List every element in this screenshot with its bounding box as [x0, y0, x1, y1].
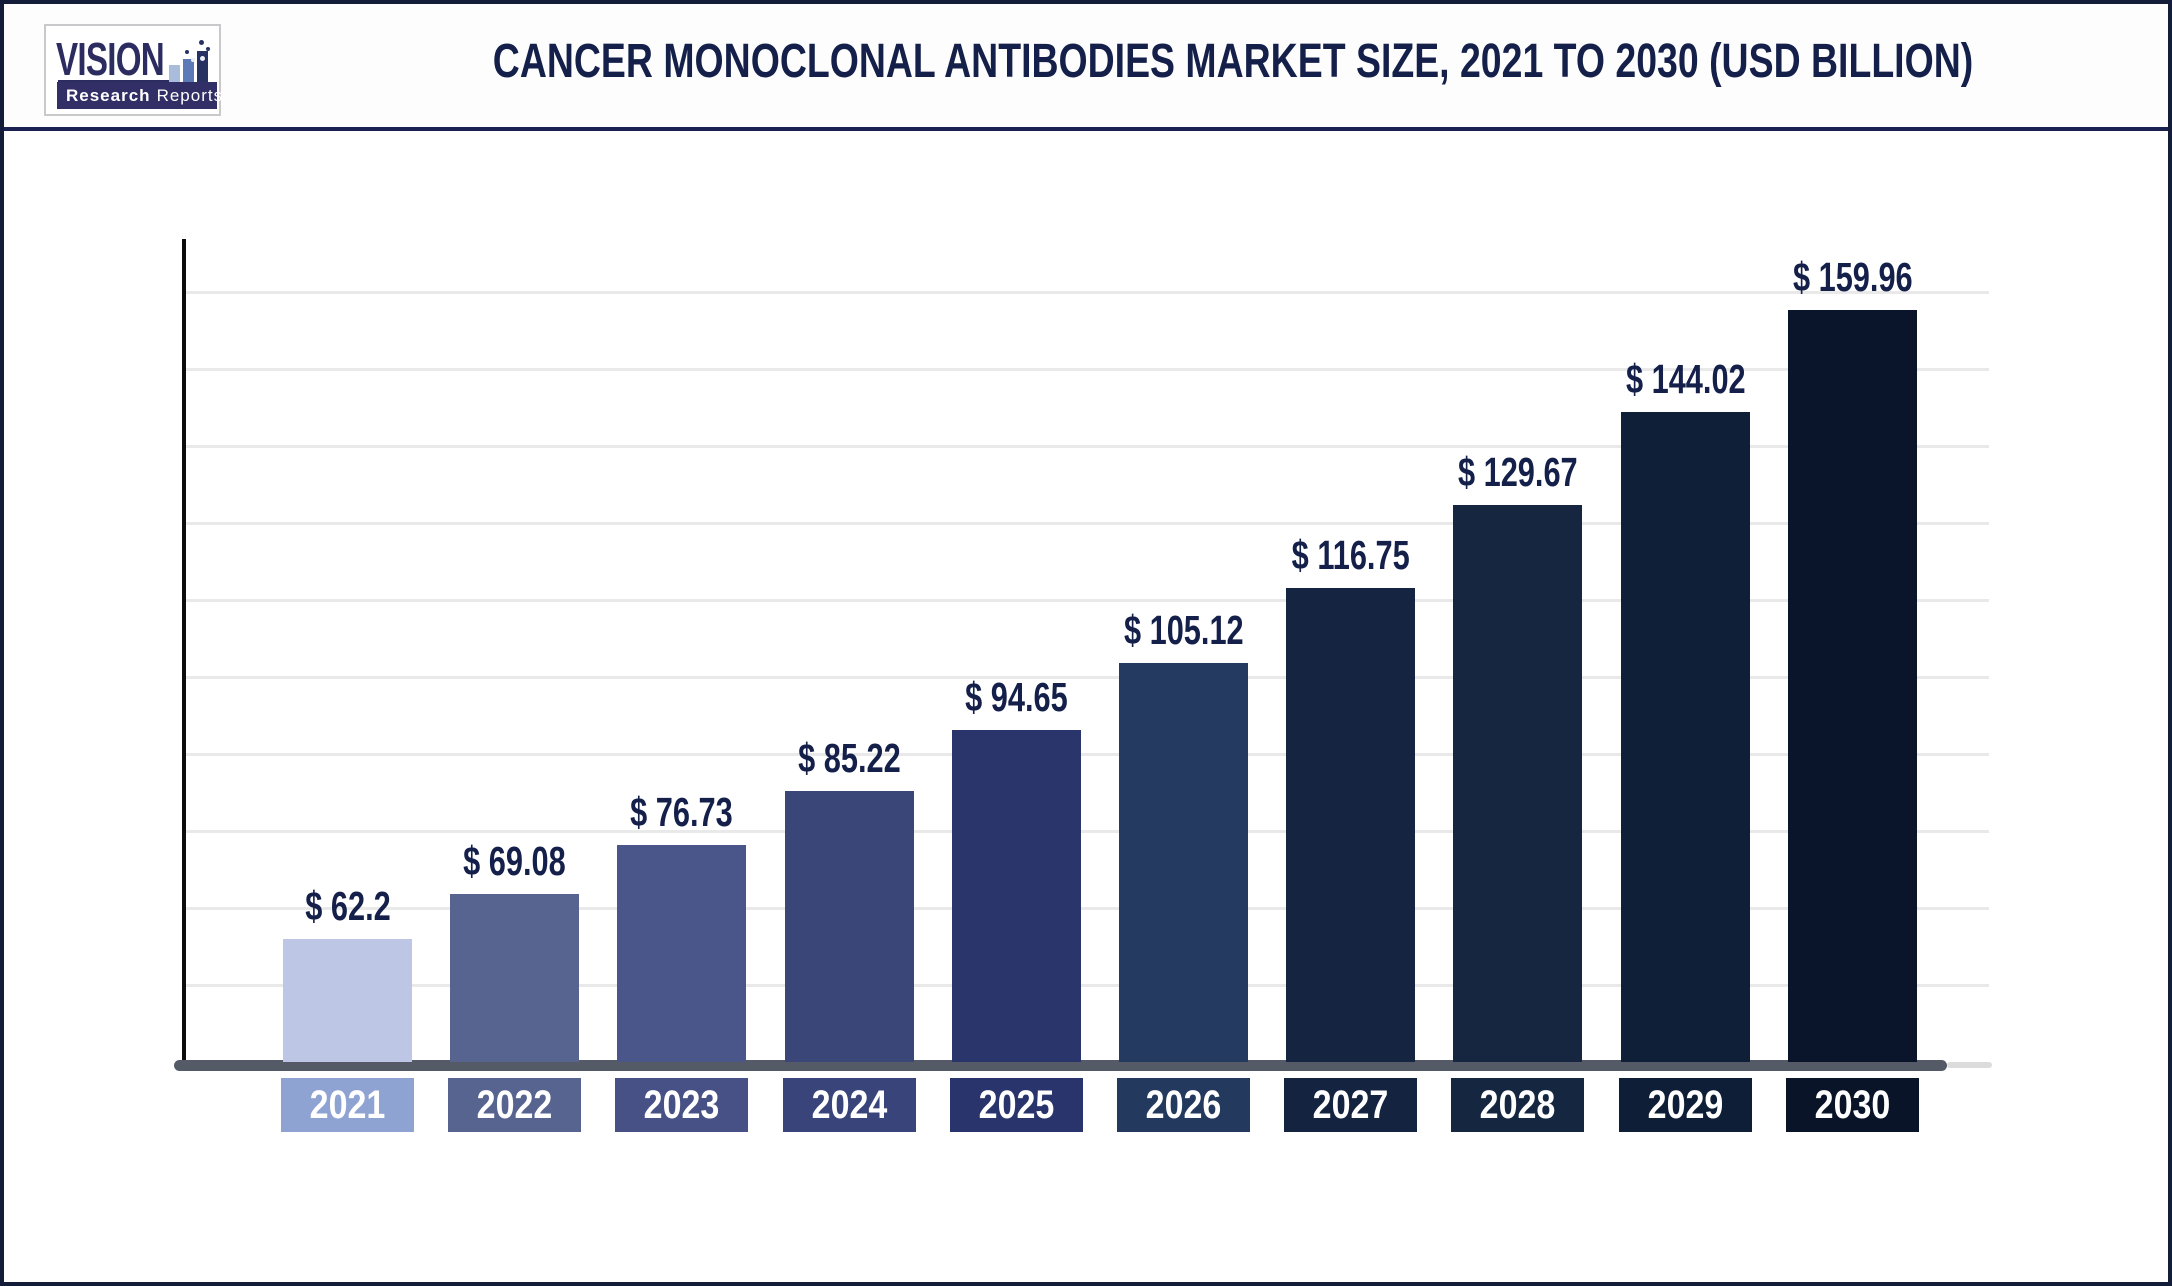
logo-subtitle-bold: Research — [66, 85, 151, 105]
bar-value-label-2026: $ 105.12 — [1123, 607, 1244, 653]
bar-2027 — [1286, 588, 1415, 1062]
x-tick-2021: 2021 — [281, 1078, 414, 1132]
x-tick-2028: 2028 — [1451, 1078, 1584, 1132]
x-tick-2022: 2022 — [448, 1078, 581, 1132]
x-tick-2026: 2026 — [1117, 1078, 1250, 1132]
gridline — [184, 984, 1989, 987]
x-tick-2025: 2025 — [950, 1078, 1083, 1132]
x-tick-2027: 2027 — [1284, 1078, 1417, 1132]
gridline — [184, 830, 1989, 833]
gridline — [184, 753, 1989, 756]
bar-value-label-2023: $ 76.73 — [630, 789, 733, 835]
header: VISION Research Reports CANCER MONOCLONA… — [4, 4, 2168, 131]
x-tick-2024: 2024 — [783, 1078, 916, 1132]
y-axis-line — [182, 239, 186, 1062]
bar-2026 — [1119, 663, 1248, 1062]
logo-underline — [58, 80, 176, 82]
bar-value-label-2024: $ 85.22 — [798, 735, 901, 781]
bar-2029 — [1621, 412, 1750, 1062]
bar-value-label-2029: $ 144.02 — [1625, 356, 1746, 402]
bar-2028 — [1453, 505, 1582, 1062]
bar-value-label-2022: $ 69.08 — [463, 838, 566, 884]
bar-value-label-2025: $ 94.65 — [965, 674, 1068, 720]
gridline — [184, 907, 1989, 910]
x-tick-2023: 2023 — [615, 1078, 748, 1132]
gridline — [184, 368, 1989, 371]
gridline — [184, 676, 1989, 679]
bar-2021 — [283, 939, 412, 1062]
bar-2022 — [450, 894, 579, 1062]
gridline — [184, 445, 1989, 448]
gridline — [184, 522, 1989, 525]
bar-2023 — [617, 845, 746, 1062]
gridline — [184, 599, 1989, 602]
bar-2024 — [785, 791, 914, 1062]
logo-wordmark: VISION — [56, 33, 165, 85]
bar-2030 — [1788, 310, 1917, 1062]
page-title: CANCER MONOCLONAL ANTIBODIES MARKET SIZE… — [492, 35, 1974, 88]
logo-subtitle-light: Reports — [156, 85, 224, 105]
bar-value-label-2030: $ 159.96 — [1792, 254, 1913, 300]
bar-value-label-2021: $ 62.2 — [304, 883, 391, 929]
bar-value-label-2027: $ 116.75 — [1291, 532, 1410, 578]
bar-2025 — [952, 730, 1081, 1062]
x-tick-2029: 2029 — [1619, 1078, 1752, 1132]
brand-logo: VISION Research Reports — [44, 24, 222, 116]
bar-chart-icon — [169, 38, 211, 82]
x-axis-extension-line — [1947, 1062, 1992, 1068]
logo-subtitle: Research Reports — [57, 82, 222, 109]
x-tick-2030: 2030 — [1786, 1078, 1919, 1132]
x-axis-bar — [174, 1060, 1947, 1071]
bar-value-label-2028: $ 129.67 — [1457, 449, 1578, 495]
gridline — [184, 291, 1989, 294]
